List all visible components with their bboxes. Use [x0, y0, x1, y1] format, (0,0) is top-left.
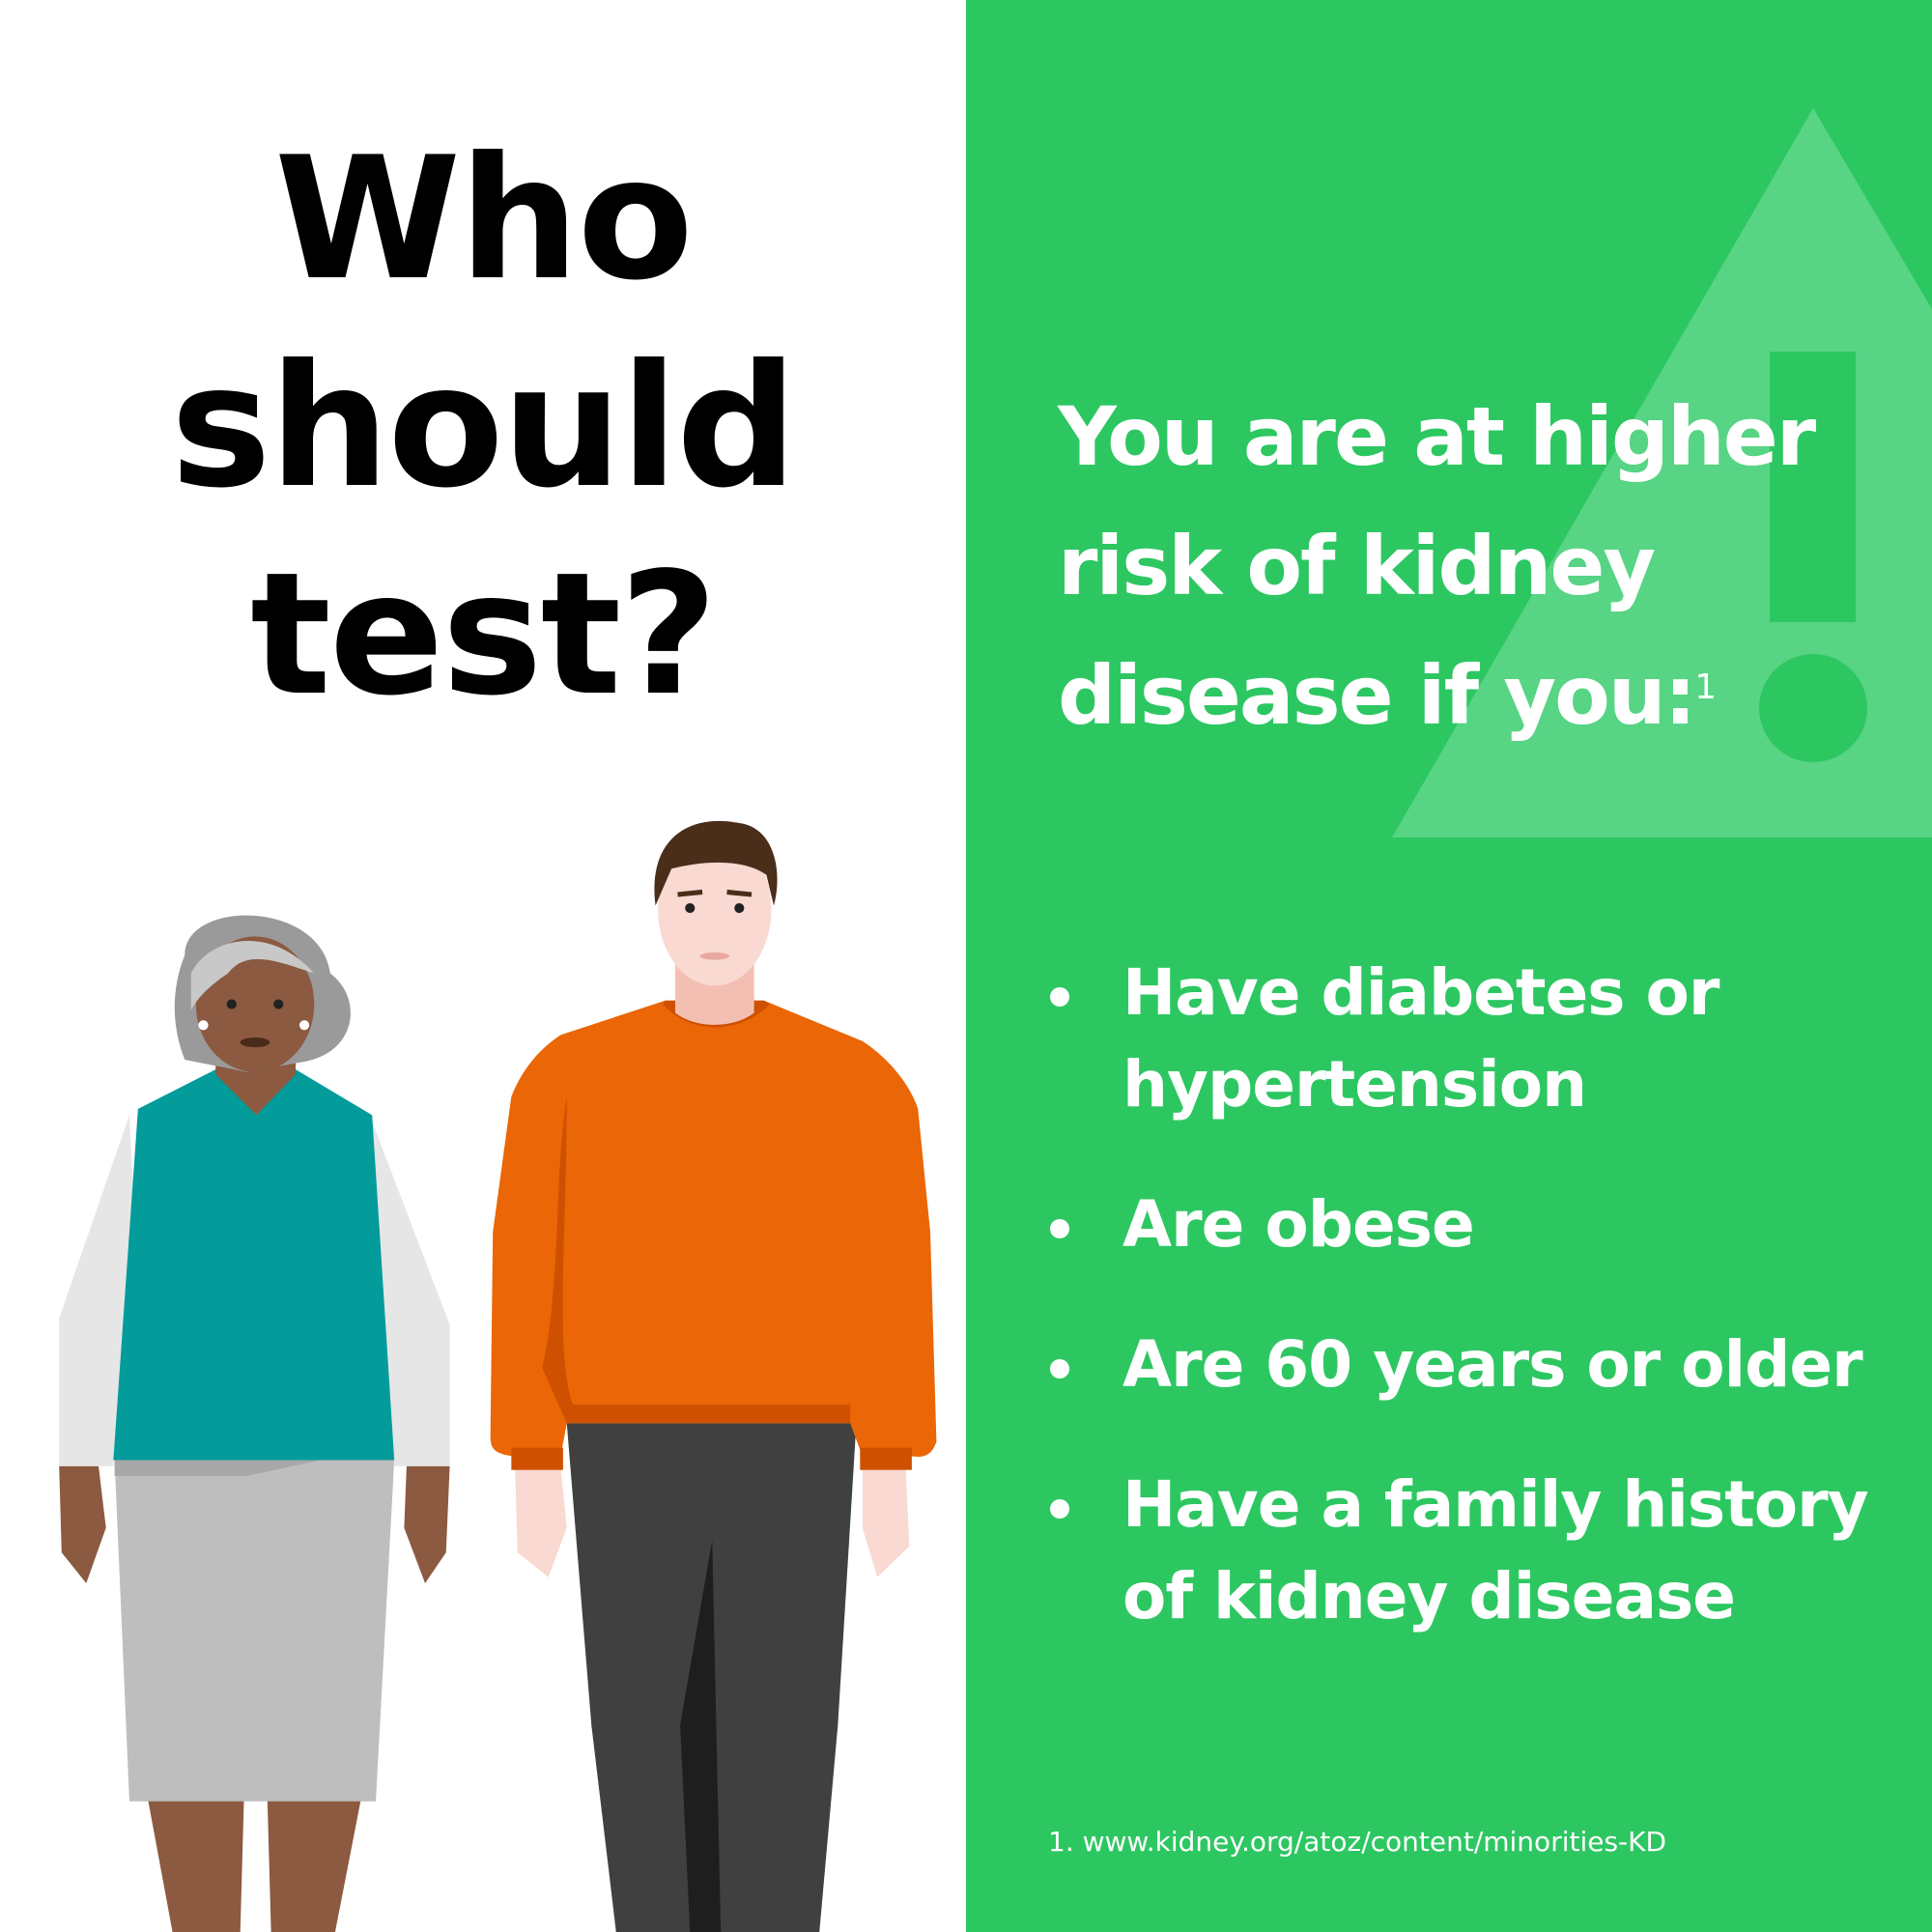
- people-illustration: [59, 820, 937, 1932]
- woman-figure: [59, 915, 450, 1932]
- list-item: Are obese: [1048, 1179, 1918, 1270]
- title-line-3: test?: [250, 537, 718, 733]
- risk-heading: You are at higher risk of kidney disease…: [1058, 389, 1816, 743]
- footnote: 1. www.kidney.org/atoz/content/minoritie…: [1048, 1826, 1667, 1858]
- list-item: Are 60 years or older: [1048, 1319, 1918, 1410]
- title-line-2: should: [170, 329, 798, 526]
- list-item: Have a family history of kidney disease: [1048, 1459, 1918, 1642]
- warning-triangle-icon: [1392, 108, 1932, 838]
- risk-list: Have diabetes or hypertension Are obese …: [1048, 947, 1918, 1690]
- list-item: Have diabetes or hypertension: [1048, 947, 1918, 1130]
- left-panel: Who should test?: [59, 122, 937, 1932]
- title-line-1: Who: [274, 122, 694, 318]
- right-panel: You are at higher risk of kidney disease…: [966, 0, 1932, 1932]
- footnote-marker: 1: [1694, 668, 1717, 707]
- man-figure: [490, 820, 937, 1932]
